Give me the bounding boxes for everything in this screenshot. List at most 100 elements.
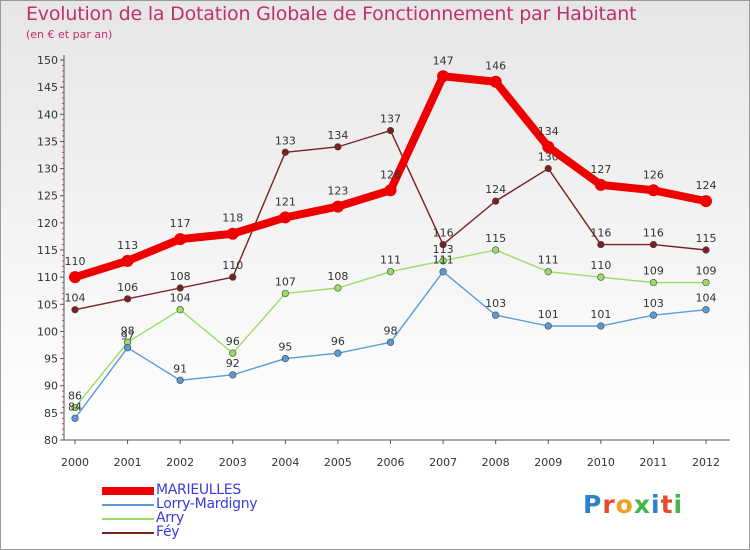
chart-title: Evolution de la Dotation Globale de Fonc… xyxy=(26,3,637,25)
data-label: 110 xyxy=(222,259,243,272)
data-label: 134 xyxy=(327,129,348,142)
y-tick-label: 145 xyxy=(37,81,58,94)
data-point xyxy=(176,376,184,384)
x-tick-label: 2008 xyxy=(482,456,510,469)
data-point xyxy=(229,371,237,379)
data-point xyxy=(649,278,658,287)
data-label: 95 xyxy=(278,341,292,354)
data-point xyxy=(229,273,237,281)
data-label: 115 xyxy=(485,232,506,245)
data-point xyxy=(437,70,450,83)
legend-label-arry: Arry xyxy=(156,510,184,526)
data-label: 110 xyxy=(590,259,611,272)
data-label: 124 xyxy=(485,183,506,196)
y-tick-label: 90 xyxy=(44,380,58,393)
y-tick-label: 85 xyxy=(44,407,58,420)
data-point xyxy=(492,246,500,254)
data-point xyxy=(594,178,607,191)
data-point xyxy=(702,278,710,287)
y-tick-label: 125 xyxy=(37,190,58,203)
x-tick-label: 2002 xyxy=(166,456,194,469)
logo-letter: t xyxy=(660,490,674,519)
data-label: 98 xyxy=(121,324,135,337)
data-point xyxy=(71,403,79,412)
y-tick-label: 120 xyxy=(37,217,58,230)
legend-label-marieulles: MARIEULLES xyxy=(156,482,241,498)
data-point xyxy=(123,344,132,352)
legend-swatch-lorry-mardigny xyxy=(102,504,154,506)
x-tick-label: 2004 xyxy=(271,456,299,469)
data-point xyxy=(439,268,447,276)
data-point xyxy=(649,240,658,249)
data-label: 103 xyxy=(643,297,664,310)
data-label: 126 xyxy=(643,168,664,181)
data-point xyxy=(542,140,555,153)
data-point xyxy=(71,306,79,314)
data-point xyxy=(386,338,395,346)
data-label: 96 xyxy=(226,335,240,348)
data-point xyxy=(597,322,605,330)
logo-letter: o xyxy=(615,490,634,519)
proxiti-logo: Proxiti xyxy=(583,490,683,519)
x-tick-label: 2011 xyxy=(639,456,667,469)
logo-letter: r xyxy=(602,490,616,519)
data-label: 115 xyxy=(696,232,717,245)
data-point xyxy=(597,240,605,249)
x-tick-label: 2001 xyxy=(114,456,142,469)
data-label: 146 xyxy=(485,60,506,73)
data-label: 110 xyxy=(65,255,86,268)
data-label: 109 xyxy=(643,265,664,278)
data-point xyxy=(229,349,237,357)
x-tick-label: 2010 xyxy=(587,456,615,469)
data-point xyxy=(334,284,342,292)
data-label: 101 xyxy=(590,308,611,321)
data-label: 96 xyxy=(331,335,345,348)
data-point xyxy=(331,200,344,213)
data-point xyxy=(492,311,500,319)
data-point xyxy=(597,273,605,281)
data-label: 84 xyxy=(68,400,82,413)
data-point xyxy=(489,75,502,88)
data-label: 111 xyxy=(433,254,454,267)
data-point xyxy=(544,322,552,330)
data-point xyxy=(386,268,395,276)
data-label: 147 xyxy=(433,54,454,67)
legend-swatch-arry xyxy=(102,518,154,520)
data-point xyxy=(384,184,397,197)
data-point xyxy=(174,233,187,246)
data-label: 104 xyxy=(170,292,191,305)
data-point xyxy=(71,414,79,422)
legend-label-fey: Féy xyxy=(156,524,180,540)
data-label: 108 xyxy=(170,270,191,283)
data-label: 116 xyxy=(643,227,664,240)
data-label: 118 xyxy=(222,212,243,225)
data-label: 92 xyxy=(226,357,240,370)
legend-swatch-marieulles xyxy=(102,487,154,495)
data-label: 116 xyxy=(433,227,454,240)
data-label: 107 xyxy=(275,275,296,288)
data-label: 113 xyxy=(117,239,138,252)
data-point xyxy=(702,246,710,254)
data-label: 111 xyxy=(380,254,401,267)
data-label: 103 xyxy=(485,297,506,310)
data-label: 116 xyxy=(590,227,611,240)
x-tick-label: 2000 xyxy=(61,456,89,469)
data-point xyxy=(702,306,710,314)
data-point xyxy=(281,354,289,363)
x-tick-label: 2005 xyxy=(324,456,352,469)
x-tick-label: 2012 xyxy=(692,456,720,469)
data-label: 117 xyxy=(170,217,191,230)
data-point xyxy=(334,349,342,357)
data-label: 101 xyxy=(538,308,559,321)
data-point xyxy=(176,306,184,314)
data-point xyxy=(647,184,660,197)
data-point xyxy=(439,257,447,265)
data-point xyxy=(439,240,447,249)
data-point xyxy=(176,284,184,292)
data-point xyxy=(279,211,292,224)
data-point xyxy=(121,254,134,267)
data-label: 106 xyxy=(117,281,138,294)
data-label: 113 xyxy=(433,243,454,256)
